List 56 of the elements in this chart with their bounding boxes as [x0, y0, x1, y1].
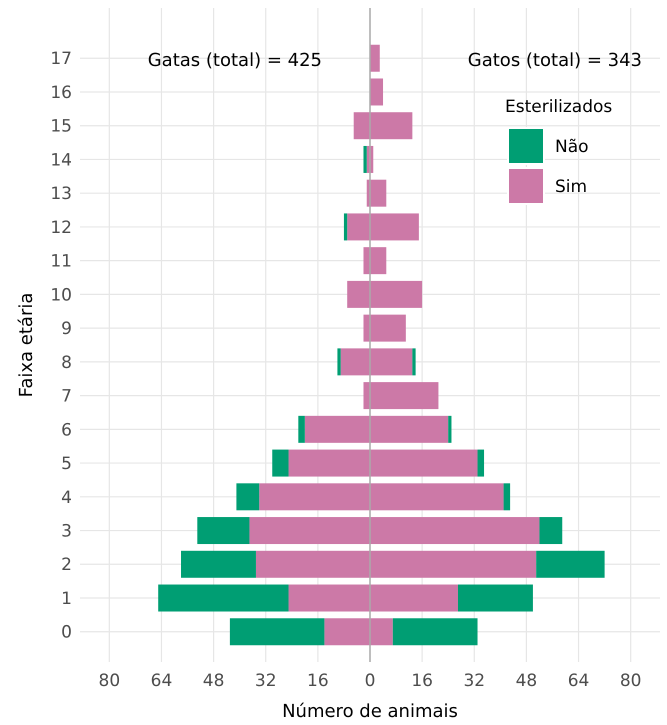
legend-label: Sim: [555, 176, 588, 197]
bar: [504, 483, 510, 510]
y-tick-label: 12: [50, 218, 72, 238]
bar: [158, 584, 289, 612]
y-tick-label: 4: [61, 488, 72, 508]
x-tick-label: 32: [254, 671, 277, 691]
bar: [478, 450, 484, 477]
y-tick-label: 14: [50, 150, 72, 170]
y-tick-label: 5: [61, 454, 72, 474]
y-tick-label: 9: [61, 319, 72, 340]
annotation: Gatas (total) = 425: [148, 50, 322, 71]
annotation: Gatos (total) = 343: [468, 50, 642, 71]
bar: [230, 618, 324, 646]
legend-title: Esterilizados: [505, 97, 612, 117]
x-tick-label: 16: [307, 671, 329, 691]
y-tick-label: 8: [61, 352, 72, 373]
x-tick-label: 64: [568, 671, 590, 691]
bar: [298, 416, 305, 443]
x-tick-label: 80: [98, 671, 120, 691]
bar: [370, 78, 384, 106]
x-tick-label: 0: [364, 671, 376, 691]
x-tick-label: 16: [411, 671, 433, 691]
x-tick-label: 64: [150, 671, 172, 691]
y-tick-label: 17: [50, 49, 72, 70]
x-tick-label: 48: [516, 671, 538, 691]
y-tick-label: 2: [61, 555, 72, 576]
y-tick-label: 15: [50, 116, 72, 137]
y-axis-title: Faixa etária: [16, 292, 37, 398]
y-tick-label: 6: [61, 420, 72, 440]
y-tick-label: 3: [61, 522, 72, 542]
x-tick-label: 32: [463, 671, 486, 691]
bar: [536, 550, 605, 578]
y-tick-label: 0: [61, 622, 72, 643]
legend-label: Não: [555, 136, 589, 157]
bar: [458, 584, 533, 612]
x-tick-label: 80: [620, 671, 642, 691]
bar: [197, 517, 250, 544]
bar: [539, 517, 562, 544]
bar: [236, 483, 260, 510]
bar: [412, 348, 416, 376]
bar: [272, 450, 289, 477]
bar: [181, 550, 256, 578]
bar: [370, 180, 386, 207]
y-tick-label: 10: [50, 285, 72, 306]
bar: [337, 348, 341, 376]
y-tick-label: 16: [50, 82, 72, 103]
bar: [363, 146, 367, 173]
bar: [448, 416, 452, 443]
y-tick-label: 1: [61, 588, 72, 609]
bar: [344, 213, 348, 240]
x-tick-label: 48: [202, 671, 224, 691]
bar: [392, 618, 478, 646]
x-axis-title: Número de animais: [282, 701, 458, 722]
y-tick-label: 11: [50, 252, 72, 272]
y-tick-label: 13: [50, 184, 72, 204]
y-tick-label: 7: [61, 386, 72, 407]
